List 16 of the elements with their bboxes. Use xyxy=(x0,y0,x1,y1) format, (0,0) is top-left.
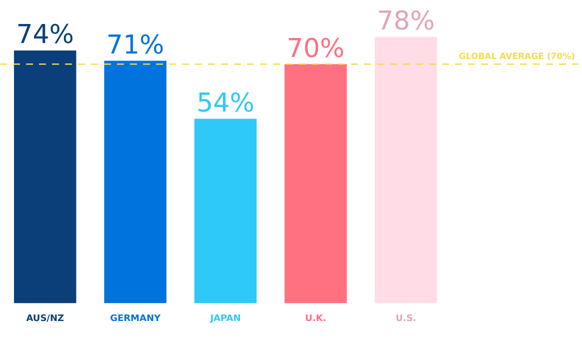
bar xyxy=(104,60,166,304)
bar xyxy=(14,50,76,304)
x-tick-label: U.S. xyxy=(396,314,416,324)
bar xyxy=(194,118,257,304)
x-tick-label: U.K. xyxy=(305,314,326,324)
data-label: 70% xyxy=(286,34,345,64)
x-tick-label: GERMANY xyxy=(110,314,161,324)
x-tick-label: AUS/NZ xyxy=(26,314,64,324)
bar xyxy=(374,36,438,304)
data-label: 78% xyxy=(377,6,435,37)
bar xyxy=(284,64,347,304)
data-label: 71% xyxy=(106,30,164,60)
data-label: 74% xyxy=(16,20,74,50)
data-label: 54% xyxy=(196,88,254,119)
x-tick-label: JAPAN xyxy=(209,314,241,324)
ref-line-label: GLOBAL AVERAGE (70%) xyxy=(458,52,576,62)
